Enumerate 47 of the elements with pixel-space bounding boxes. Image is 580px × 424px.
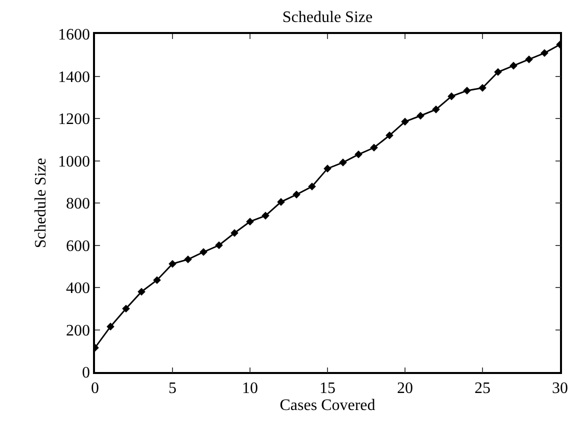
point [339,158,347,166]
x-tick-label: 15 [320,380,336,397]
point [153,276,161,284]
point [386,132,394,140]
point [510,62,518,70]
point [246,218,254,226]
x-tick-label: 10 [242,380,258,397]
y-tick-label: 1600 [58,26,90,44]
chart-title: Schedule Size [282,8,373,26]
point [215,241,223,250]
x-tick-label: 5 [168,380,176,397]
point [463,86,471,95]
point [168,260,176,268]
point [106,322,114,330]
point [122,304,130,313]
point [324,164,332,172]
y-tick-label: 400 [66,280,90,298]
point [494,68,502,76]
point [370,144,378,152]
y-tick-label: 0 [82,364,90,382]
y-axis-title: Schedule Size [32,158,50,248]
y-tick-label: 200 [66,322,90,340]
point [448,92,456,100]
x-axis-title: Cases Covered [280,396,376,414]
point [200,248,208,256]
y-tick-label: 1000 [58,153,90,170]
point [230,229,238,237]
x-tick-label: 20 [397,380,413,397]
point [138,288,146,296]
y-tick-label: 1400 [58,68,90,86]
point [525,55,533,64]
point [432,106,440,114]
point [354,150,362,158]
point [478,84,486,92]
point [262,212,270,220]
y-tick-label: 800 [66,196,90,213]
point [540,49,548,57]
point [292,190,300,198]
x-tick-label: 25 [474,380,490,397]
y-tick-label: 600 [66,238,90,255]
point [308,182,316,190]
point [416,112,424,120]
point [401,118,409,126]
x-tick-label: 30 [552,380,568,397]
point [184,256,192,264]
y-tick-label: 1200 [58,111,90,128]
point [277,198,285,206]
